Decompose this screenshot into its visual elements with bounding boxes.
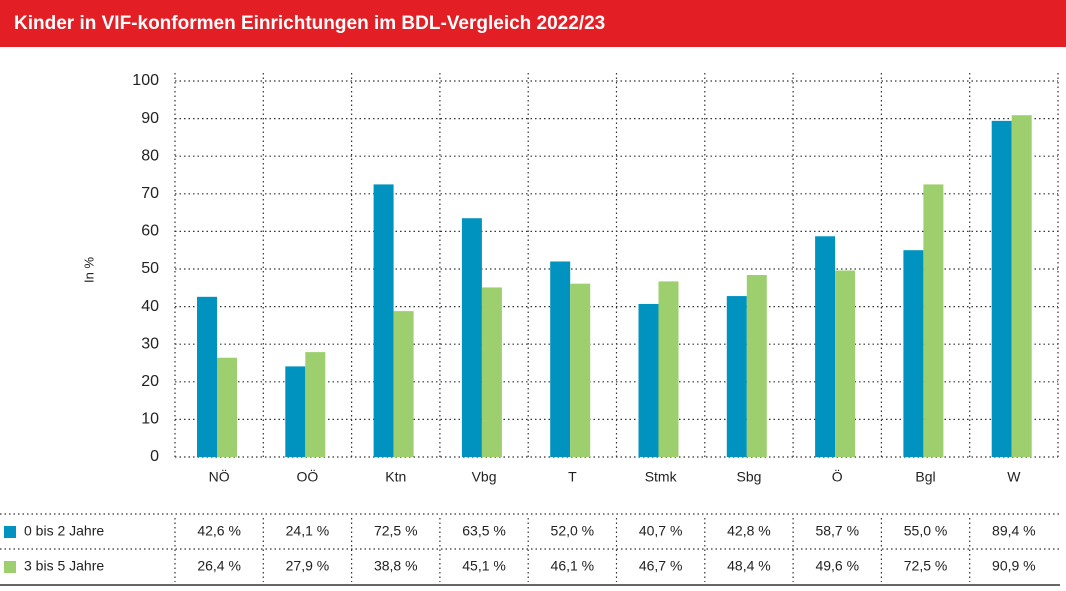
- y-tick-label: 60: [141, 223, 159, 240]
- table-value: 45,1 %: [462, 558, 506, 574]
- table-value: 46,1 %: [551, 558, 595, 574]
- bar: [923, 184, 944, 457]
- legend-swatch: [4, 526, 16, 538]
- bar: [815, 236, 836, 457]
- x-tick-label: Vbg: [472, 469, 497, 485]
- y-tick-label: 80: [141, 147, 159, 164]
- bar: [481, 287, 502, 457]
- x-tick-label: NÖ: [209, 468, 230, 485]
- bar: [373, 184, 394, 457]
- table-value: 58,7 %: [815, 523, 859, 539]
- y-tick-label: 30: [141, 335, 159, 352]
- legend-swatch: [4, 561, 16, 573]
- bar: [461, 218, 482, 457]
- table-value: 49,6 %: [815, 558, 859, 574]
- bar: [991, 120, 1012, 457]
- bar: [285, 366, 306, 457]
- table-value: 55,0 %: [904, 523, 948, 539]
- bar: [550, 261, 571, 457]
- x-tick-label: W: [1007, 469, 1021, 485]
- table-value: 42,8 %: [727, 523, 771, 539]
- table-value: 63,5 %: [462, 523, 506, 539]
- legend-label: 3 bis 5 Jahre: [24, 558, 104, 574]
- x-tick-label: Bgl: [915, 469, 935, 485]
- bar: [217, 357, 237, 457]
- legend-label: 0 bis 2 Jahre: [24, 523, 104, 539]
- table-value: 90,9 %: [992, 558, 1036, 574]
- bar: [305, 352, 326, 457]
- bar: [835, 270, 856, 457]
- y-tick-label: 50: [141, 260, 159, 277]
- table-value: 24,1 %: [286, 523, 330, 539]
- chart-title: Kinder in VIF-konformen Einrichtungen im…: [14, 13, 605, 34]
- table-value: 40,7 %: [639, 523, 683, 539]
- y-tick-label: 10: [141, 411, 159, 428]
- y-tick-label: 20: [141, 373, 159, 390]
- table-value: 27,9 %: [286, 558, 330, 574]
- table-value: 42,6 %: [197, 523, 241, 539]
- x-tick-label: Ö: [832, 468, 843, 485]
- y-tick-label: 40: [141, 298, 159, 315]
- x-tick-label: OÖ: [297, 468, 319, 485]
- bar: [638, 303, 659, 457]
- x-tick-label: Sbg: [736, 469, 761, 485]
- table-value: 38,8 %: [374, 558, 418, 574]
- bar: [726, 296, 747, 457]
- y-tick-label: 0: [150, 448, 159, 465]
- x-tick-label: Ktn: [385, 469, 406, 485]
- y-tick-label: 70: [141, 185, 159, 202]
- table-value: 46,7 %: [639, 558, 683, 574]
- table-value: 52,0 %: [551, 523, 595, 539]
- bar: [570, 283, 591, 457]
- bar: [393, 311, 414, 457]
- x-tick-label: Stmk: [645, 469, 678, 485]
- y-tick-label: 100: [132, 72, 159, 89]
- table-value: 26,4 %: [197, 558, 241, 574]
- y-tick-label: 90: [141, 110, 159, 127]
- y-axis-label: In %: [81, 257, 96, 283]
- table-value: 89,4 %: [992, 523, 1036, 539]
- table-value: 72,5 %: [374, 523, 418, 539]
- table-value: 48,4 %: [727, 558, 771, 574]
- bar: [197, 296, 217, 457]
- bar: [903, 250, 924, 457]
- bar: [658, 281, 679, 457]
- table-value: 72,5 %: [904, 558, 948, 574]
- bar: [1011, 115, 1032, 457]
- x-tick-label: T: [568, 469, 577, 485]
- bar: [746, 275, 767, 457]
- header-bar: [0, 0, 1066, 47]
